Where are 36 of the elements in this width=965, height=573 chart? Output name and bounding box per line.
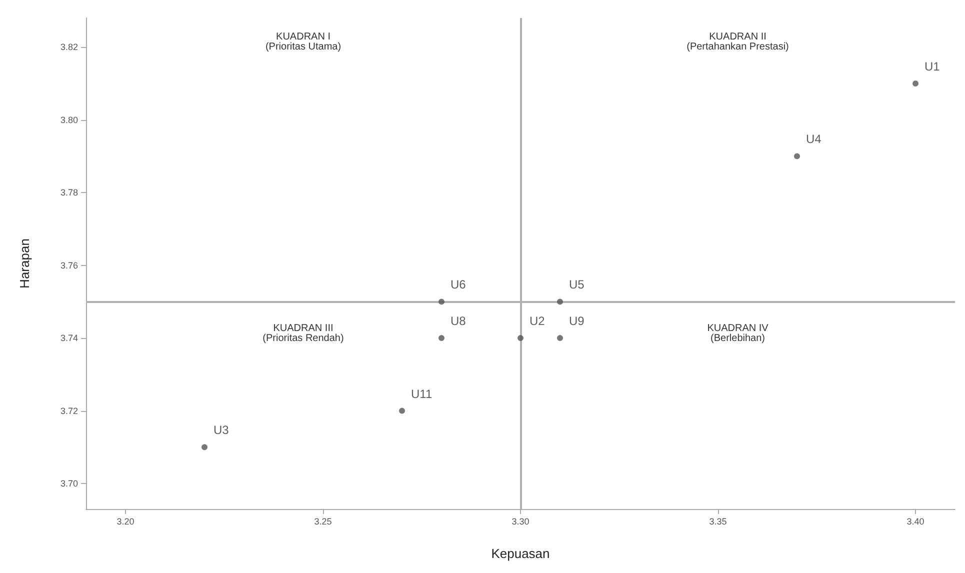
annotation: KUADRAN IV (Berlebihan) [707,323,769,344]
x-tick-label: 3.30 [512,516,530,526]
annotation: KUADRAN III (Prioritas Rendah) [262,323,344,344]
annotation: KUADRAN I (Prioritas Utama) [265,32,342,52]
y-tick-label: 3.74 [60,333,78,344]
point [399,408,405,414]
x-tick-label: 3.25 [314,516,332,526]
point [557,298,563,305]
annotation: U3 [214,423,230,438]
annotation: U9 [569,314,585,328]
x-tick-label: 3.35 [709,516,727,526]
y-tick-label: 3.76 [60,260,78,270]
annotation: U11 [411,386,432,401]
annotation: U8 [450,314,466,328]
point [794,153,800,160]
y-tick-label: 3.82 [60,42,78,52]
y-tick-label: 3.78 [60,188,78,198]
annotation: U5 [569,278,585,292]
y-tick-label: 3.70 [60,478,78,489]
y-axis-title: Harapan [17,238,32,288]
annotation: U6 [450,278,466,292]
point [557,335,563,342]
y-tick-label: 3.80 [60,114,78,125]
annotation: U2 [530,314,546,328]
x-tick-label: 3.20 [116,516,134,526]
annotation: U1 [924,59,940,74]
point [912,80,918,86]
point [438,298,444,305]
x-tick-label: 3.40 [906,516,924,526]
point [518,335,524,342]
point [202,444,208,450]
y-tick-label: 3.72 [60,406,78,416]
point [438,335,444,342]
annotation: U4 [806,132,822,146]
annotation: KUADRAN II (Pertahankan Prestasi) [686,32,789,52]
x-axis-title: Kepuasan [491,546,550,561]
